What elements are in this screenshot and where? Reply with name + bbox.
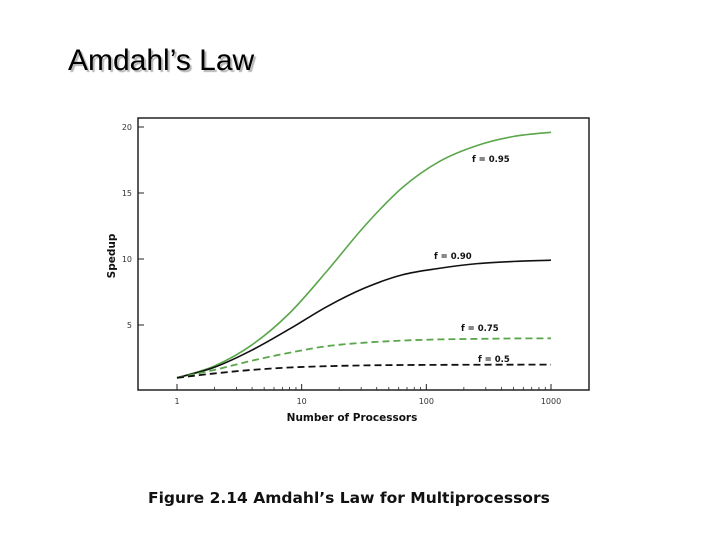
y-tick-label: 20 bbox=[122, 123, 132, 132]
series-label-1: f = 0.90 bbox=[434, 252, 472, 262]
series-label-3: f = 0.5 bbox=[478, 355, 510, 365]
figure-caption: Figure 2.14 Amdahl’s Law for Multiproces… bbox=[148, 489, 550, 507]
series-label-0: f = 0.95 bbox=[472, 155, 510, 165]
series-line-2 bbox=[176, 337, 552, 379]
x-tick-label: 10 bbox=[297, 397, 307, 406]
series-line-1 bbox=[176, 259, 552, 379]
series-line-0 bbox=[176, 131, 552, 379]
slide-title: Amdahl’s Law bbox=[68, 44, 255, 77]
x-tick-label: 1000 bbox=[541, 397, 561, 406]
y-tick-label: 5 bbox=[127, 321, 132, 330]
x-tick-label: 1 bbox=[174, 397, 179, 406]
series-line-3 bbox=[176, 363, 552, 379]
x-axis-label: Number of Processors bbox=[287, 412, 418, 424]
series-label-2: f = 0.75 bbox=[461, 324, 499, 334]
y-tick-label: 15 bbox=[122, 189, 132, 198]
plot-frame bbox=[137, 117, 590, 391]
y-axis-label: Spedup bbox=[106, 233, 118, 278]
x-tick-label: 100 bbox=[419, 397, 434, 406]
y-tick-label: 10 bbox=[122, 255, 132, 264]
